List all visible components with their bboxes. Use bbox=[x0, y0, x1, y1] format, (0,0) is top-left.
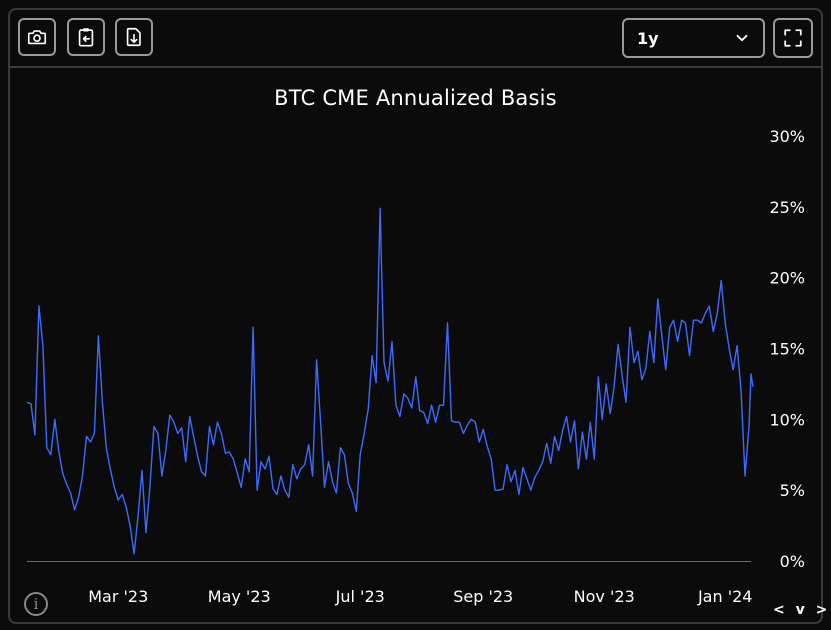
y-tick-label: 20% bbox=[769, 269, 805, 288]
x-tick-label: Mar '23 bbox=[88, 587, 148, 606]
chevron-down-icon bbox=[736, 34, 748, 42]
y-tick-label: 30% bbox=[769, 127, 805, 146]
copy-button[interactable] bbox=[67, 18, 105, 56]
download-button[interactable] bbox=[115, 18, 153, 56]
x-tick-label: Jan '24 bbox=[697, 587, 753, 606]
series-line bbox=[26, 207, 754, 555]
x-tick-label: Nov '23 bbox=[574, 587, 635, 606]
info-icon[interactable]: i bbox=[24, 592, 48, 616]
chart-nav-arrows[interactable]: < v > bbox=[773, 602, 831, 618]
y-tick-label: 5% bbox=[780, 481, 805, 500]
download-file-icon bbox=[126, 27, 141, 47]
x-tick-label: Jul '23 bbox=[335, 587, 385, 606]
range-select-value: 1y bbox=[637, 28, 659, 48]
x-tick-label: Sep '23 bbox=[453, 587, 513, 606]
camera-icon bbox=[27, 30, 47, 45]
y-tick-label: 10% bbox=[769, 410, 805, 429]
clipboard-icon bbox=[78, 28, 94, 47]
fullscreen-button[interactable] bbox=[773, 18, 813, 58]
y-tick-label: 25% bbox=[769, 198, 805, 217]
chart-area: BTC CME Annualized Basis 0% 5% 10% 15% 20% 25… bbox=[10, 70, 827, 622]
range-select[interactable]: 1y bbox=[622, 18, 765, 58]
y-tick-label: 0% bbox=[780, 552, 805, 571]
x-tick-label: May '23 bbox=[208, 587, 271, 606]
chart-panel: 1y BTC CME Annualized Basis 0% 5% 10% 15% 20… bbox=[8, 8, 827, 624]
y-tick-label: 15% bbox=[769, 340, 805, 359]
line-chart: 0% 5% 10% 15% 20% 25% 30% Mar '23 May '23 Jul '23… bbox=[26, 127, 805, 606]
chart-title: BTC CME Annualized Basis bbox=[274, 86, 557, 110]
screenshot-button[interactable] bbox=[18, 18, 56, 56]
chart-toolbar: 1y bbox=[10, 10, 821, 68]
expand-icon bbox=[784, 29, 802, 47]
